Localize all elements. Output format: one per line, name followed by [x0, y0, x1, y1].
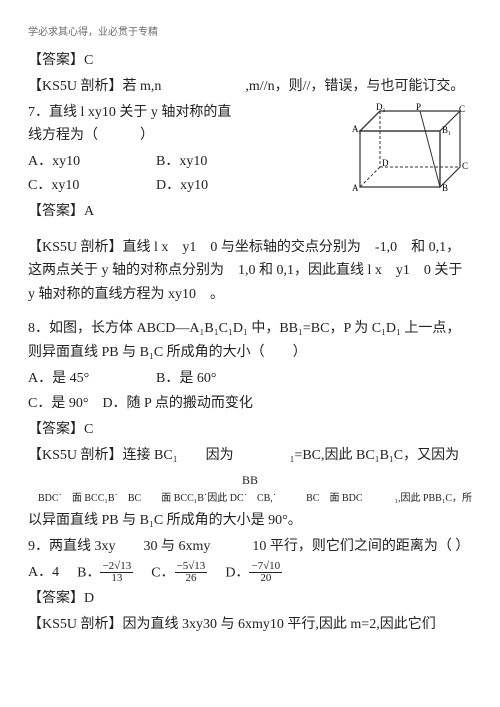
question-9-options: A．4 B．−2√1313 C．−5√1326 D．−7√1020 — [28, 561, 472, 585]
answer-6: 【答案】C — [28, 49, 472, 73]
svg-text:A₁: A₁ — [352, 124, 362, 134]
q9-option-b: B．−2√1313 — [77, 561, 133, 585]
q7-option-c: C．xy10 — [28, 174, 128, 198]
answer-8: 【答案】C — [28, 418, 472, 442]
question-9: 9．两直线 3xy 30 与 6xmy 10 平行，则它们之间的距离为（ ） — [28, 535, 472, 559]
answer-7: 【答案】A — [28, 200, 472, 224]
q9-d-pre: D． — [225, 565, 249, 580]
q8-option-a: A．是 45° — [28, 367, 128, 391]
analysis-8-line3: 以异面直线 PB 与 B₁C 所成角的大小是 90°。 — [28, 509, 472, 533]
analysis-8-line2: BDC˙ 面 BCC₁B˙ BC 面 BCC₁B˙因此 DC˙ CB,˙ BC … — [28, 490, 472, 507]
svg-text:C: C — [459, 104, 465, 114]
question-7-options-row1: A．xy10 B．xy10 — [28, 150, 342, 174]
q7-option-b: B．xy10 — [156, 150, 256, 174]
question-8: 8．如图，长方体 ABCD—A₁B₁C₁D₁ 中，BB₁=BC，P 为 C₁D₁… — [28, 317, 472, 365]
q9-c-den: 26 — [175, 573, 208, 585]
q9-option-d: D．−7√1020 — [225, 561, 282, 585]
q9-option-a: A．4 — [28, 561, 59, 585]
q8-option-b: B．是 60° — [156, 367, 256, 391]
analysis-7-label: 【KS5U 剖析】 — [28, 240, 123, 255]
analysis-9-text: 因为直线 3xy30 与 6xmy10 平行,因此 m=2,因此它们 — [123, 617, 436, 632]
analysis-8-text2b: ₁,因此 PBB₁C，所 — [394, 490, 472, 507]
answer-9-label: 【答案】 — [28, 591, 84, 606]
answer-7-label: 【答案】 — [28, 204, 84, 219]
analysis-8-text2: BDC˙ 面 BCC₁B˙ BC 面 BCC₁B˙因此 DC˙ CB,˙ BC … — [28, 493, 363, 504]
analysis-8-label: 【KS5U 剖析】 — [28, 448, 123, 463]
page-small-header: 学必求其心得，业必贯于专精 — [28, 24, 472, 41]
svg-text:B: B — [442, 183, 448, 193]
analysis-8-text1: 连接 BC₁ 因为 ₁=BC,因此 BC₁B₁C，又因为 — [123, 448, 460, 463]
svg-text:P: P — [416, 103, 421, 112]
svg-text:A: A — [352, 183, 359, 193]
analysis-6-text: 若 m,n ,m//n，则//，错误，与也可能订交。 — [123, 79, 465, 94]
svg-text:B₁: B₁ — [442, 125, 451, 135]
question-7-options-row2: C．xy10 D．xy10 — [28, 174, 342, 198]
svg-text:D: D — [382, 158, 389, 168]
q8-option-d: D．随 P 点的搬动而变化 — [102, 396, 252, 411]
analysis-9-label: 【KS5U 剖析】 — [28, 617, 123, 632]
q9-d-den: 20 — [249, 573, 282, 585]
q9-b-den: 13 — [100, 573, 133, 585]
answer-7-value: A — [84, 204, 94, 219]
q8-option-c: C．是 90° — [28, 396, 88, 411]
svg-text:C: C — [462, 161, 468, 171]
analysis-6: 【KS5U 剖析】若 m,n ,m//n，则//，错误，与也可能订交。 — [28, 75, 472, 99]
analysis-8-bb: BB — [28, 470, 472, 490]
answer-9-value: D — [84, 591, 94, 606]
analysis-6-label: 【KS5U 剖析】 — [28, 79, 123, 94]
answer-8-value: C — [84, 422, 93, 437]
q7-option-d: D．xy10 — [156, 174, 256, 198]
q9-c-pre: C． — [151, 565, 174, 580]
answer-6-value: C — [84, 53, 93, 68]
question-8-options-row1: A．是 45° B．是 60° — [28, 367, 472, 391]
q9-option-c: C．−5√1326 — [151, 561, 207, 585]
analysis-8-line1: 【KS5U 剖析】连接 BC₁ 因为 ₁=BC,因此 BC₁B₁C，又因为 — [28, 444, 472, 468]
answer-9: 【答案】D — [28, 587, 472, 611]
analysis-9: 【KS5U 剖析】因为直线 3xy30 与 6xmy10 平行,因此 m=2,因… — [28, 613, 472, 637]
answer-8-label: 【答案】 — [28, 422, 84, 437]
answer-6-label: 【答案】 — [28, 53, 84, 68]
analysis-7: 【KS5U 剖析】直线 l x y1 0 与坐标轴的交点分别为 -1,0 和 0… — [28, 236, 472, 307]
question-8-options-row2: C．是 90° D．随 P 点的搬动而变化 — [28, 392, 472, 416]
q7-option-a: A．xy10 — [28, 150, 128, 174]
q9-b-pre: B． — [77, 565, 100, 580]
